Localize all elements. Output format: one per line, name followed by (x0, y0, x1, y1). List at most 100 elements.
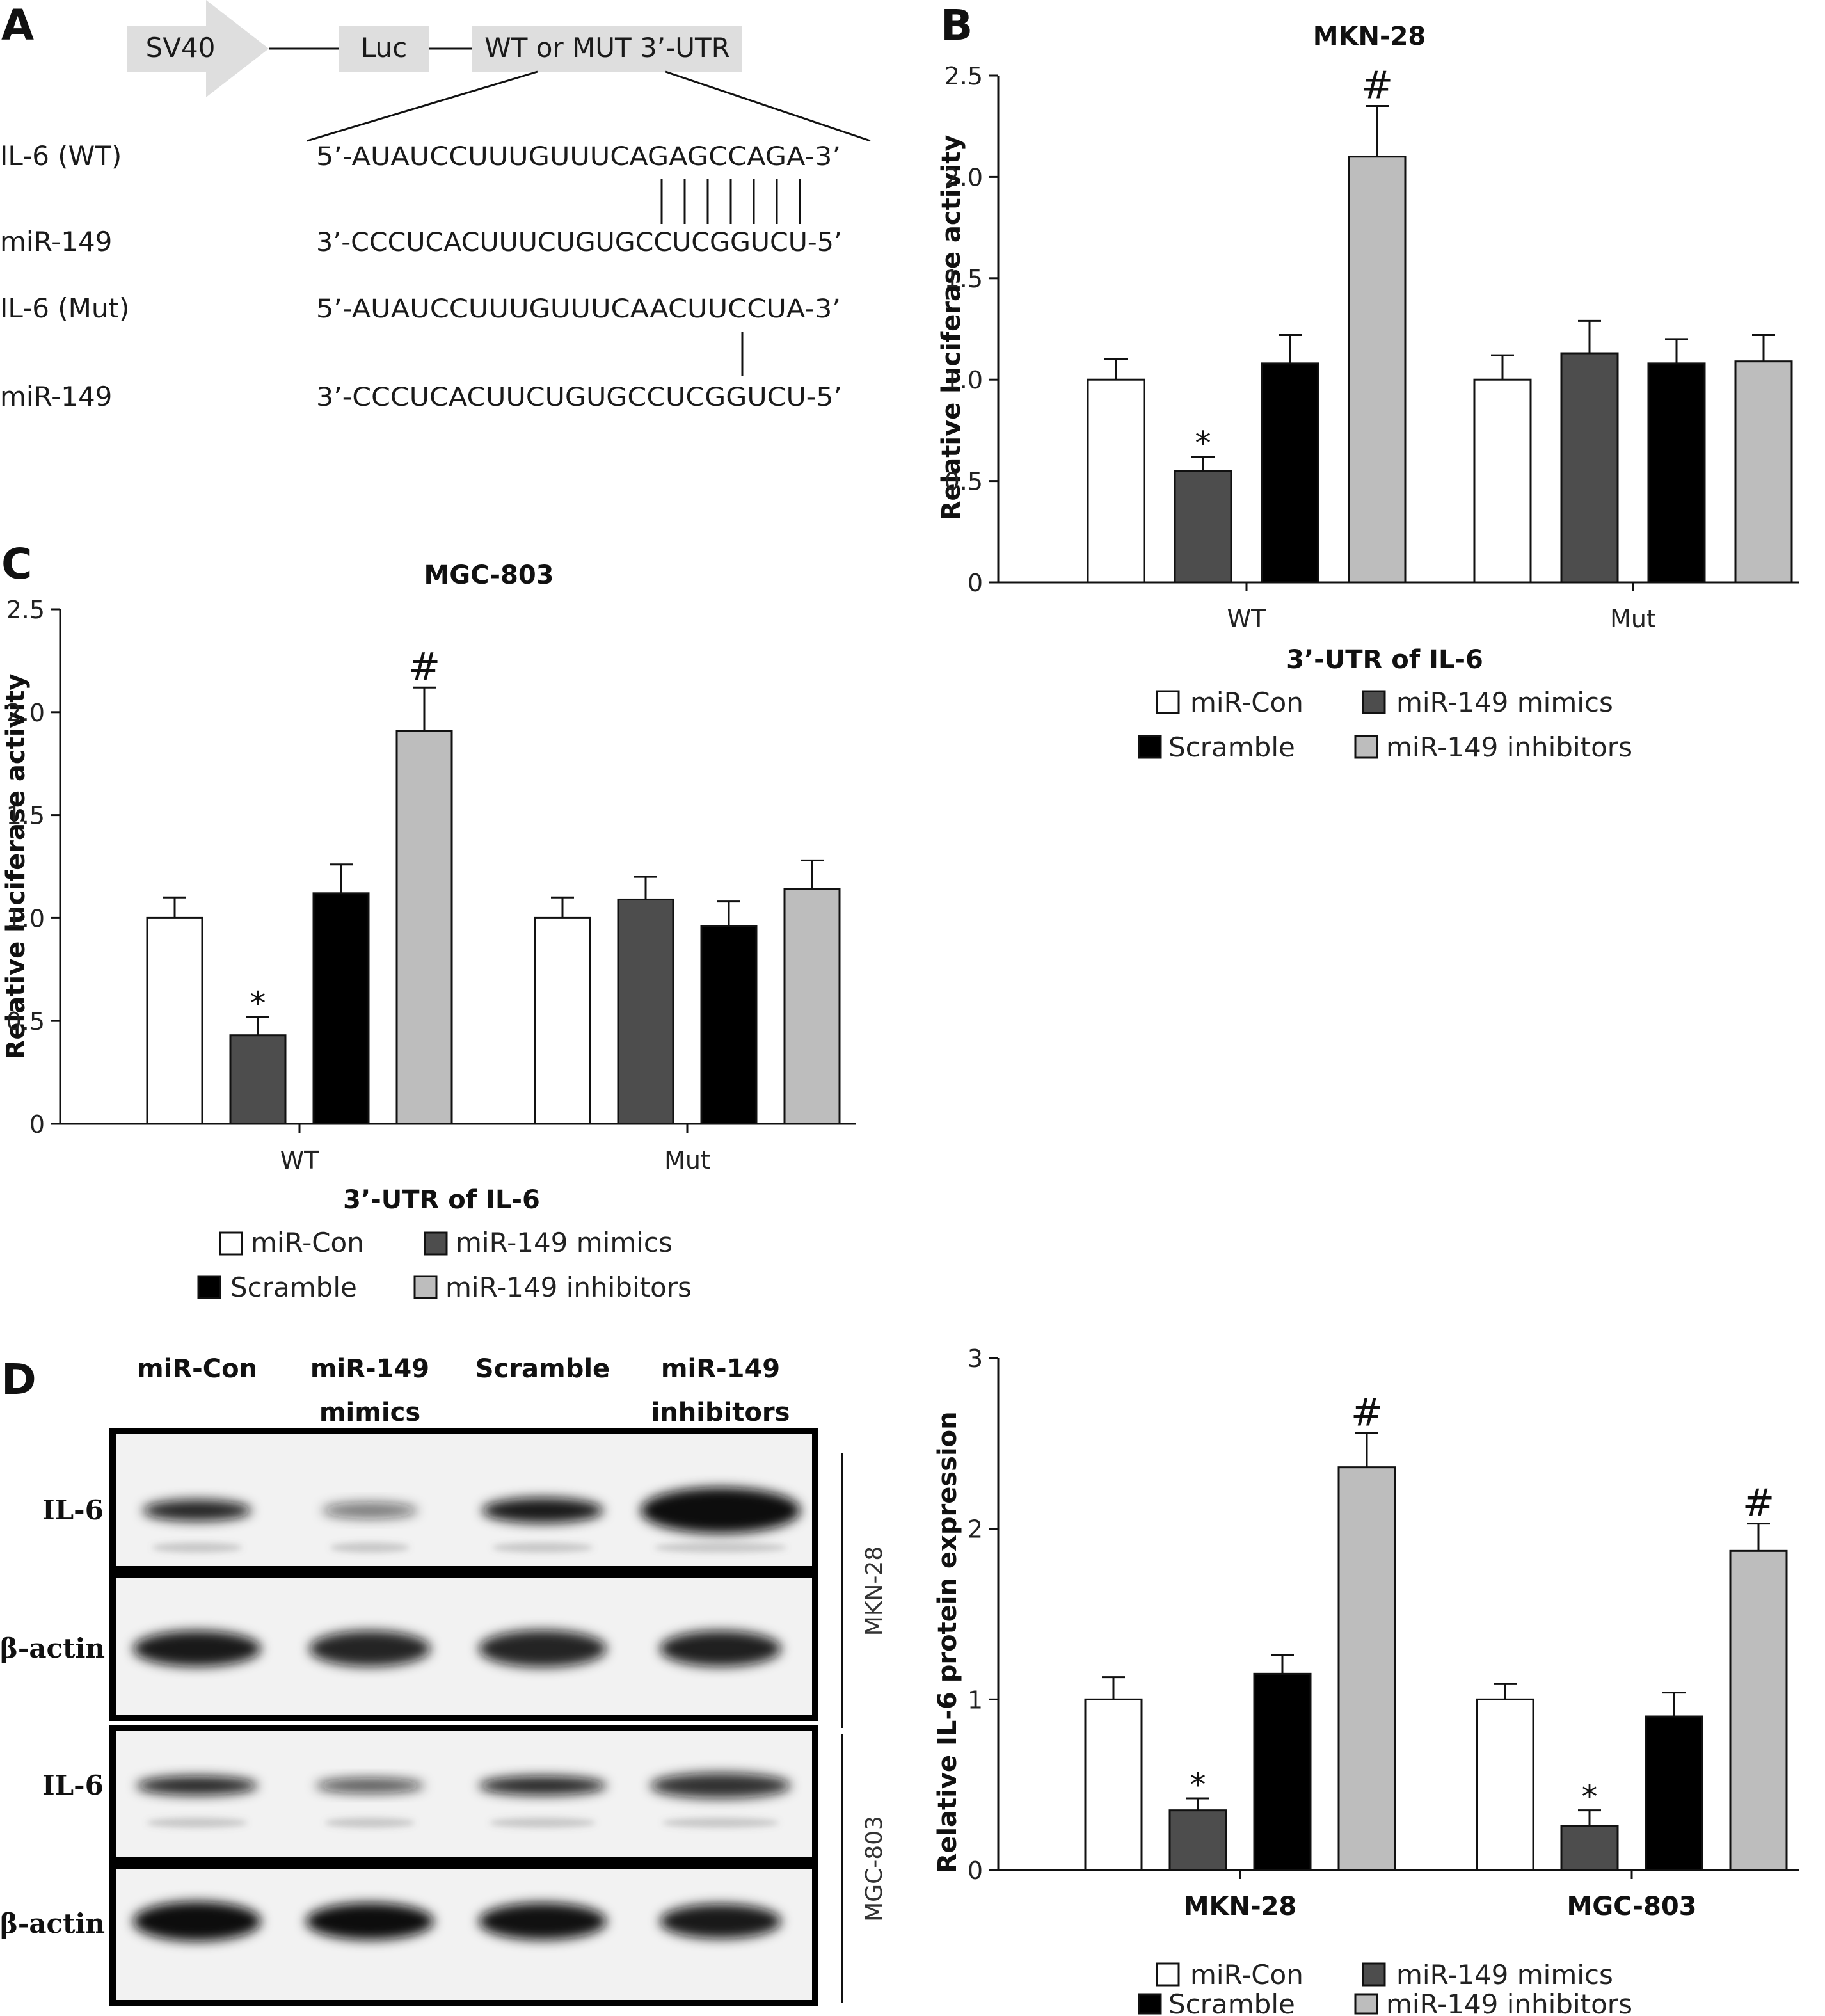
bar (1337, 1466, 1396, 1871)
x-axis-label: 3’-UTR of IL-6 (343, 1185, 540, 1215)
x-category-label: WT (1227, 605, 1267, 633)
x-category-label: MKN-28 (1184, 1892, 1297, 1921)
cell-line-label: MKN-28 (861, 1546, 888, 1636)
panel-letter-a: A (1, 1, 34, 50)
legend-swatch (1354, 735, 1378, 759)
blot-faint-band (489, 1818, 596, 1828)
y-tick-label: 1 (968, 1686, 983, 1714)
sequence-label: IL-6 (WT) (0, 140, 122, 172)
blot-faint-band (653, 1542, 788, 1553)
legend-label: miR-149 mimics (456, 1227, 673, 1258)
bar (1645, 1715, 1703, 1871)
zoom-line-left (307, 70, 538, 142)
y-tick-label: 1.5 (944, 265, 983, 293)
blot-band (322, 1502, 418, 1519)
y-axis-label: Relative luciferase activity (937, 135, 966, 521)
panel-letter-d: D (1, 1355, 36, 1404)
blot-band (479, 1903, 607, 1940)
sequence-text: 5’-AUAUCCUUUGUUUCAGAGCCAGA-3’ (316, 142, 841, 172)
significance-hash: # (1351, 1390, 1383, 1435)
legend-label: miR-149 mimics (1396, 1959, 1613, 1990)
y-tick-label: 1.0 (944, 366, 983, 394)
sequence-label: IL-6 (Mut) (0, 292, 129, 324)
y-tick-label: 0.5 (944, 468, 983, 496)
blot-column-label: miR-149 (310, 1354, 429, 1384)
significance-star: * (1195, 425, 1211, 462)
bar (1253, 1672, 1312, 1871)
blot-band (133, 1901, 261, 1941)
blot-band (133, 1631, 261, 1667)
base-pair-lines-wt (660, 179, 801, 224)
chart-title: MGC-803 (424, 561, 554, 590)
legend-label: miR-Con (1190, 687, 1303, 718)
y-axis-label: Relative luciferase activity (1, 674, 31, 1060)
y-tick-label: 2.5 (944, 62, 983, 90)
bar (312, 892, 370, 1125)
sequence-label: miR-149 (0, 381, 112, 412)
bar (1560, 1825, 1619, 1871)
zoom-line-right (665, 70, 871, 142)
panel-d: D miR-Con miR-149 mimics Scramble miR-14… (0, 1345, 1799, 2016)
bar (1560, 352, 1619, 584)
legend-label: Scramble (1168, 1988, 1295, 2016)
legend-swatch (413, 1275, 438, 1299)
y-tick-label: 1.5 (6, 802, 45, 830)
blot-band (479, 1630, 607, 1667)
legend-b: miR-Con miR-149 mimics Scramble miR-149 … (1138, 687, 1632, 763)
bar (229, 1034, 287, 1125)
blot-column-label: mimics (319, 1398, 420, 1427)
y-tick-label: 2 (968, 1516, 983, 1544)
bar (783, 888, 841, 1125)
y-tick-label: 3 (968, 1345, 983, 1373)
x-category-label: WT (280, 1146, 320, 1174)
x-category-label: Mut (1610, 605, 1656, 633)
legend-swatch (197, 1275, 221, 1299)
blot-band (479, 1776, 607, 1795)
blot-row-label: IL-6 (42, 1770, 104, 1801)
legend-swatch (1138, 1993, 1162, 2015)
blot-band (660, 1631, 781, 1667)
luc-box (339, 26, 429, 72)
y-tick-label: 0 (968, 569, 983, 597)
western-blot (109, 1428, 818, 2006)
blot-row-label: β-actin (0, 1908, 105, 1939)
panel-b: B MKN-28 Relative luciferase activity 00… (937, 1, 1799, 763)
y-tick-label: 2.0 (944, 163, 983, 191)
blot-column-label: Scramble (475, 1354, 610, 1384)
bar (1734, 360, 1793, 584)
luc-label: Luc (361, 32, 407, 63)
legend-swatch (1362, 690, 1386, 714)
legend-swatch (424, 1231, 448, 1256)
legend-label: miR-Con (1190, 1959, 1303, 1990)
blot-faint-band (491, 1542, 594, 1553)
y-tick-label: 0 (29, 1110, 45, 1139)
chart-c-plot: 0 0.5 1.0 1.5 2.0 2.5 WT * # Mut (6, 596, 856, 1174)
legend-swatch (1138, 735, 1162, 759)
chart-title: MKN-28 (1313, 22, 1426, 51)
sequence-text: 3’-CCCUCACUUCUGUGCCUCGGUCU-5’ (316, 383, 842, 412)
y-tick-label: 0.5 (6, 1007, 45, 1036)
panel-letter-c: C (1, 540, 32, 589)
blot-band (315, 1778, 424, 1793)
blot-faint-band (324, 1818, 415, 1828)
legend-swatch (219, 1231, 243, 1256)
blot-column-label: miR-Con (137, 1354, 257, 1384)
blot-column-headers: miR-Con miR-149 mimics Scramble miR-149 … (137, 1354, 790, 1427)
significance-hash: # (408, 644, 440, 689)
bar (395, 730, 453, 1125)
legend-d: miR-Con miR-149 mimics Scramble miR-149 … (1138, 1959, 1632, 2016)
sv40-promoter-arrow (127, 0, 269, 97)
cell-line-label: MGC-803 (861, 1816, 888, 1922)
y-tick-label: 1.0 (6, 904, 45, 932)
chart-b-plot: 0 0.5 1.0 1.5 2.0 2.5 WT * # Mut (944, 62, 1799, 633)
legend-swatch (1354, 1993, 1378, 2015)
bar (1647, 362, 1706, 584)
legend-swatch (1362, 1962, 1386, 1987)
legend-label: Scramble (230, 1272, 357, 1303)
blot-faint-band (330, 1542, 410, 1553)
y-axis-label: Relative IL-6 protein expression (933, 1411, 962, 1873)
x-category-label: Mut (664, 1146, 710, 1174)
bar (1168, 1809, 1227, 1871)
bar (1476, 1698, 1534, 1871)
blot-faint-band (152, 1542, 243, 1553)
